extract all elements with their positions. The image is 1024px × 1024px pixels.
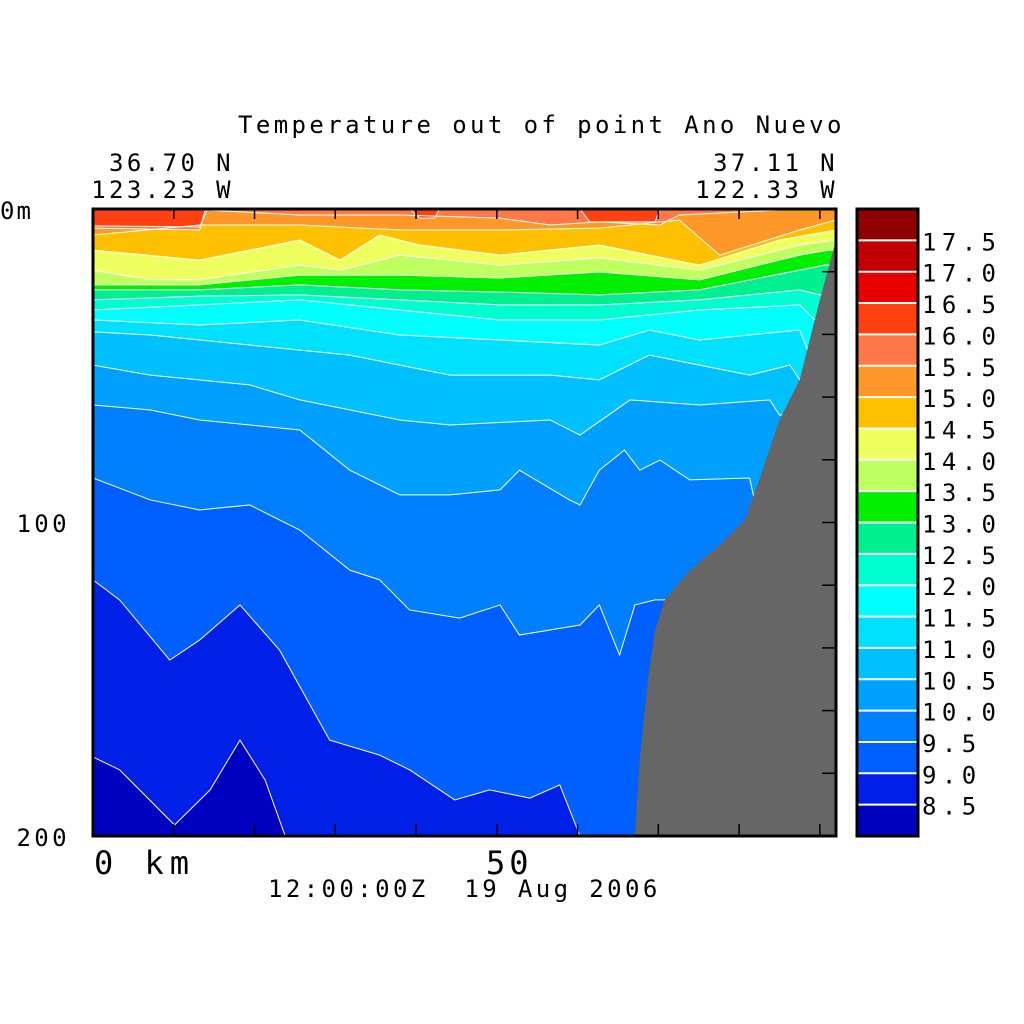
colorbar-label: 15.5 <box>922 354 1001 382</box>
colorbar-swatch <box>857 585 918 617</box>
isotherm-14.5 <box>93 229 836 266</box>
colorbar-label: 16.0 <box>922 322 1001 350</box>
colorbar-frame <box>855 207 920 838</box>
y-tick-label-200: 200 <box>16 824 70 852</box>
temperature-band-16 <box>93 209 836 227</box>
colorbar-label: 15.0 <box>922 385 1001 413</box>
colorbar-swatch <box>857 428 918 460</box>
isotherm-15.5 <box>93 209 836 231</box>
y-tick-label-100: 100 <box>16 510 70 538</box>
colorbar-swatch <box>857 271 918 304</box>
isotherm-15 <box>93 219 836 256</box>
colorbar-swatch <box>857 522 918 554</box>
isotherm-8.5 <box>93 739 286 836</box>
isotherm-10.5 <box>93 364 836 436</box>
colorbar-label: 17.5 <box>922 228 1001 256</box>
colorbar-label: 16.5 <box>922 291 1001 319</box>
end-longitude: 122.33 W <box>695 176 838 204</box>
colorbar: 8.5 9.0 9.5 10.0 10.5 11.0 11.5 12.0 12.5 13.0 13.… <box>855 207 1001 838</box>
plot-area <box>93 209 836 836</box>
colorbar-label: 13.5 <box>922 479 1001 507</box>
colorbar-swatch <box>857 459 918 492</box>
isotherm-12.5 <box>93 289 836 306</box>
colorbar-swatch <box>857 741 918 774</box>
isotherm-9 <box>93 579 581 836</box>
colorbar-label: 13.0 <box>922 511 1001 539</box>
x-tick-label-0: 0 km <box>94 844 195 882</box>
colorbar-swatch <box>857 491 918 523</box>
end-latitude: 37.11 N <box>713 149 838 177</box>
colorbar-label: 9.5 <box>922 730 982 758</box>
colorbar-swatch <box>857 365 918 398</box>
isotherm-13.5 <box>93 249 836 286</box>
isotherm-11.5 <box>93 319 836 351</box>
colorbar-swatch <box>857 397 918 429</box>
colorbar-label: 10.5 <box>922 667 1001 695</box>
colorbar-label: 14.5 <box>922 416 1001 444</box>
start-latitude: 36.70 N <box>109 149 234 177</box>
colorbar-label: 11.5 <box>922 605 1001 633</box>
chart-title: Temperature out of point Ano Nuevo <box>238 111 845 139</box>
x-tick-label-50: 50 <box>486 844 533 882</box>
colorbar-swatch <box>857 616 918 648</box>
colorbar-label: 12.5 <box>922 542 1001 570</box>
colorbar-swatch <box>857 679 918 711</box>
colorbar-swatch <box>857 303 918 335</box>
colorbar-label: 10.0 <box>922 699 1001 727</box>
axis-ticks <box>173 209 836 836</box>
colorbar-swatch <box>857 334 918 366</box>
colorbar-swatch <box>857 209 918 241</box>
y-tick-label-0: 0m <box>0 197 33 225</box>
isotherm-11 <box>93 331 836 381</box>
colorbar-swatch <box>857 240 918 272</box>
isotherm-10 <box>93 404 836 506</box>
colorbar-swatch <box>857 710 918 742</box>
colorbar-label: 8.5 <box>922 793 982 821</box>
colorbar-swatch <box>857 647 918 680</box>
isotherm-12 <box>93 299 836 321</box>
colorbar-label: 11.0 <box>922 636 1001 664</box>
colorbar-label: 12.0 <box>922 573 1001 601</box>
colorbar-label: 9.0 <box>922 761 982 789</box>
colorbar-label: 14.0 <box>922 448 1001 476</box>
timestamp: 12:00:00Z 19 Aug 2006 <box>268 875 661 903</box>
colorbar-swatch <box>857 804 918 836</box>
isotherm-13 <box>93 264 836 296</box>
isotherm-16 <box>93 209 836 228</box>
plot-frame <box>91 207 838 838</box>
isotherm-9.5 <box>93 477 836 657</box>
colorbar-swatch <box>857 773 918 805</box>
start-longitude: 123.23 W <box>91 176 234 204</box>
colorbar-label: 17.0 <box>922 260 1001 288</box>
isotherm-14 <box>93 239 836 281</box>
colorbar-swatch <box>857 553 918 586</box>
seafloor-terrain <box>634 240 836 836</box>
